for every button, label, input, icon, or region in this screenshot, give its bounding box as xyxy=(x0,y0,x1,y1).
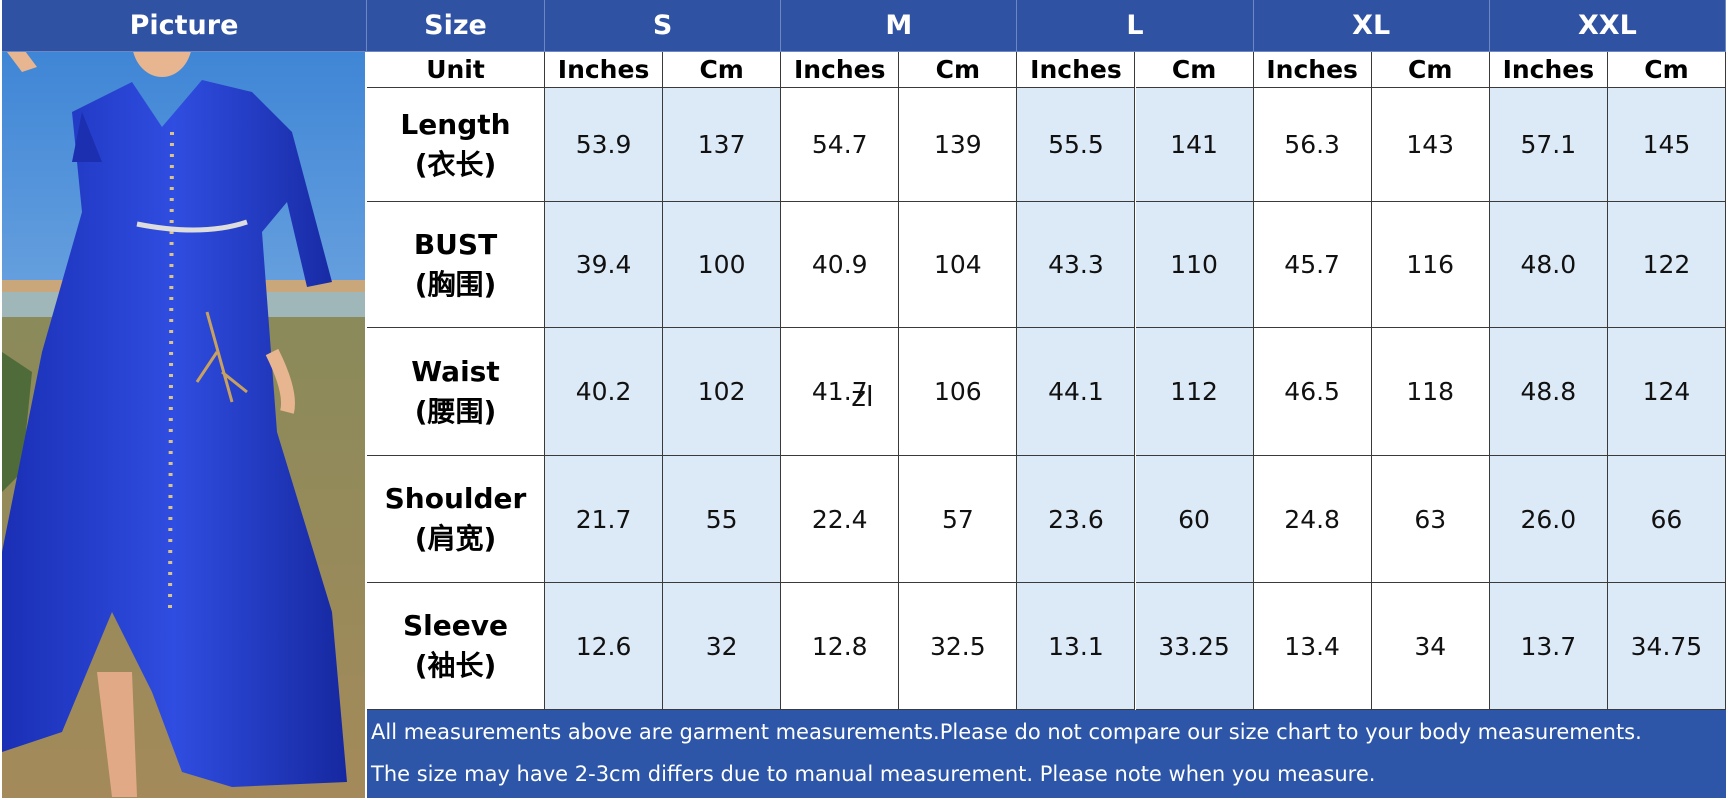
unit-cell: Cm xyxy=(663,52,782,88)
row-label-text: (腰围) xyxy=(414,394,497,428)
header-cell: XL xyxy=(1253,0,1490,52)
value-cell: 57.1 xyxy=(1489,88,1608,202)
value-cell: 46.5 xyxy=(1253,328,1372,456)
value-cell: 41.7 zl xyxy=(781,328,900,456)
footer-note: All measurements above are garment measu… xyxy=(367,710,1726,798)
row-label: Waist (腰围) xyxy=(367,328,545,456)
value-cell: 24.8 xyxy=(1253,456,1372,583)
value-cell: 56.3 xyxy=(1253,88,1372,202)
value-cell: 40.9 xyxy=(781,202,900,328)
value-cell: 13.1 xyxy=(1017,583,1136,710)
header-cell: L xyxy=(1017,0,1254,52)
header-cell: XXL xyxy=(1489,0,1726,52)
product-photo xyxy=(2,52,365,798)
value-cell: 143 xyxy=(1371,88,1490,202)
value-cell: 124 xyxy=(1607,328,1726,456)
header-cell: S xyxy=(545,0,782,52)
value-cell: 110 xyxy=(1135,202,1254,328)
unit-cell: Cm xyxy=(1371,52,1490,88)
value-cell: 122 xyxy=(1607,202,1726,328)
row-label-text: Waist xyxy=(411,354,500,388)
value-cell: 22.4 xyxy=(781,456,900,583)
unit-cell: Cm xyxy=(1135,52,1254,88)
value-cell: 12.8 xyxy=(781,583,900,710)
unit-cell: Inches xyxy=(781,52,900,88)
unit-cell: Cm xyxy=(1607,52,1726,88)
value-cell: 12.6 xyxy=(545,583,664,710)
unit-cell: Inches xyxy=(545,52,664,88)
value-cell: 54.7 xyxy=(781,88,900,202)
row-label-text: Length xyxy=(400,107,511,141)
value-cell: 118 xyxy=(1371,328,1490,456)
value-cell: 141 xyxy=(1135,88,1254,202)
value-cell: 33.25 xyxy=(1135,583,1254,710)
value-cell: 112 xyxy=(1135,328,1254,456)
value-cell: 116 xyxy=(1371,202,1490,328)
value-cell: 137 xyxy=(663,88,782,202)
value-cell: 57 xyxy=(899,456,1018,583)
value-cell: 60 xyxy=(1135,456,1254,583)
value-cell: 34 xyxy=(1371,583,1490,710)
value-cell: 32 xyxy=(663,583,782,710)
value-cell: 55.5 xyxy=(1017,88,1136,202)
value-cell: 48.8 xyxy=(1489,328,1608,456)
row-label-text: Shoulder xyxy=(384,482,527,515)
value-cell: 66 xyxy=(1607,456,1726,583)
row-label-text: (胸围) xyxy=(414,267,497,301)
value-cell: 48.0 xyxy=(1489,202,1608,328)
value-cell: 45.7 xyxy=(1253,202,1372,328)
value-cell: 34.75 xyxy=(1607,583,1726,710)
value-cell: 53.9 xyxy=(545,88,664,202)
footer-line: The size may have 2-3cm differs due to m… xyxy=(371,762,1376,786)
value-cell: 44.1 xyxy=(1017,328,1136,456)
header-cell: Picture xyxy=(2,0,367,52)
unit-label: Unit xyxy=(367,52,545,88)
row-label-text: BUST xyxy=(413,227,498,261)
value-cell: 43.3 xyxy=(1017,202,1136,328)
value-cell: 32.5 xyxy=(899,583,1018,710)
unit-cell: Inches xyxy=(1253,52,1372,88)
value-cell: 39.4 xyxy=(545,202,664,328)
row-label: BUST (胸围) xyxy=(367,202,545,328)
value-cell: 21.7 xyxy=(545,456,664,583)
value-cell: 139 xyxy=(899,88,1018,202)
row-label-text: (肩宽) xyxy=(414,522,497,555)
value-cell: 102 xyxy=(663,328,782,456)
footer-line: All measurements above are garment measu… xyxy=(371,720,1642,744)
row-label: Sleeve (袖长) xyxy=(367,583,545,710)
value-cell: 145 xyxy=(1607,88,1726,202)
value-cell: 100 xyxy=(663,202,782,328)
value-cell: 13.7 xyxy=(1489,583,1608,710)
value-cell: 40.2 xyxy=(545,328,664,456)
row-label: Length (衣长) xyxy=(367,88,545,202)
header-cell: Size xyxy=(367,0,545,52)
row-label-text: (袖长) xyxy=(414,649,497,682)
unit-cell: Inches xyxy=(1017,52,1136,88)
row-label-text: (衣长) xyxy=(414,147,497,181)
value-cell: 13.4 xyxy=(1253,583,1372,710)
value-cell: 55 xyxy=(663,456,782,583)
value-cell: 26.0 xyxy=(1489,456,1608,583)
value-cell: 106 xyxy=(899,328,1018,456)
row-label: Shoulder (肩宽) xyxy=(367,456,545,583)
overlay-text: zl xyxy=(851,380,874,413)
value-cell: 104 xyxy=(899,202,1018,328)
unit-cell: Inches xyxy=(1489,52,1608,88)
unit-cell: Cm xyxy=(899,52,1018,88)
value-cell: 23.6 xyxy=(1017,456,1136,583)
header-cell: M xyxy=(781,0,1018,52)
value-cell: 63 xyxy=(1371,456,1490,583)
row-label-text: Sleeve xyxy=(403,609,508,642)
